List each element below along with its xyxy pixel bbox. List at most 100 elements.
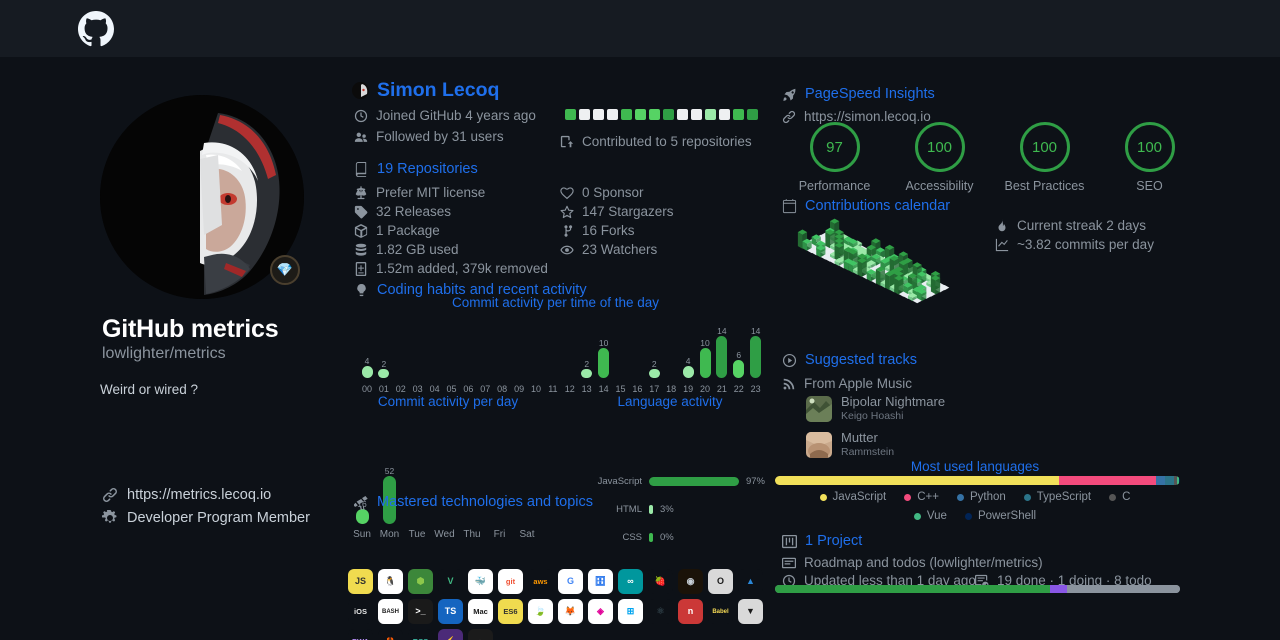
fork-icon [560,224,574,238]
hour-axis-label: 06 [463,384,474,394]
rust-icon[interactable]: 🦀 [378,629,403,640]
hour-axis-label: 03 [412,384,423,394]
calendar-label[interactable]: Contributions calendar [805,198,951,214]
npm-icon[interactable]: n [678,599,703,624]
typescript-icon[interactable]: TS [438,599,463,624]
language-legend-dot [819,493,827,501]
gem-badge: 💎 [270,255,300,285]
hour-axis-label: 17 [649,384,660,394]
coding-habits-link[interactable]: Coding habits and recent activity [354,282,587,298]
language-activity-row: HTML 3% [580,500,765,519]
storage-label: 1.82 GB used [376,242,459,257]
aws-icon[interactable]: aws [528,569,553,594]
opera-icon[interactable]: O [708,569,733,594]
ios-icon[interactable]: iOS [348,599,373,624]
pwa-icon[interactable]: PWA [348,629,373,640]
language-segment [1155,476,1166,485]
hour-bar-value: 2 [651,358,657,369]
contributed-row: Contributed to 5 repositories [560,134,752,149]
nuxt-icon[interactable]: ◐ [468,629,493,640]
project-board-icon [782,534,797,549]
github-icon[interactable]: ◉ [678,569,703,594]
right-column: PageSpeed Insights https://simon.lecoq.i… [770,57,1280,640]
diff-icon [354,261,368,276]
project-name-row: Roadmap and todos (lowlighter/metrics) [782,555,1043,570]
hour-axis-label: 11 [548,384,558,394]
git-icon[interactable]: git [498,569,523,594]
pagespeed-url-row[interactable]: https://simon.lecoq.io [782,109,931,124]
tracks-header[interactable]: Suggested tracks [782,352,917,368]
arduino-icon[interactable]: ∞ [618,569,643,594]
calendar-header[interactable]: Contributions calendar [782,198,950,214]
track-item[interactable]: Bipolar Nightmare Keigo Hoashi [806,394,945,422]
developer-program-row: Developer Program Member [102,510,310,526]
vercel-icon[interactable]: ▼ [738,599,763,624]
language-segment [775,476,1059,485]
repositories-link[interactable]: 19 Repositories [354,161,478,177]
clock-icon [354,109,368,123]
vue-icon[interactable]: V [438,569,463,594]
babel-icon[interactable]: Babel [708,599,733,624]
repositories-label[interactable]: 19 Repositories [377,161,478,177]
sponsors-row: 0 Sponsor [560,185,644,200]
project-counts-label: 19 done · 1 doing · 8 todo [997,573,1152,588]
linux-icon[interactable]: 🐧 [378,569,403,594]
database-icon[interactable]: 🗄 [588,569,613,594]
tracks-label[interactable]: Suggested tracks [805,352,918,368]
pagespeed-header[interactable]: PageSpeed Insights [782,86,935,102]
language-activity-percent: 3% [660,504,674,515]
technologies-header[interactable]: Mastered technologies and topics [354,494,593,510]
hour-bar: 14 [716,326,728,378]
windows-icon[interactable]: ⊞ [618,599,643,624]
google-icon[interactable]: G [558,569,583,594]
pagespeed-label[interactable]: PageSpeed Insights [805,86,935,102]
contribution-square [747,109,758,120]
hour-axis-label: 19 [683,384,694,394]
day-bar: 16 [355,500,369,524]
fastify-icon[interactable]: ⚡ [438,629,463,640]
hour-bar: 10 [699,338,711,378]
mongodb-icon[interactable]: 🍃 [528,599,553,624]
track-item[interactable]: Mutter Rammstein [806,430,894,458]
hour-axis-label: 15 [615,384,626,394]
mac-icon[interactable]: Mac [468,599,493,624]
hour-bar-fill [648,369,660,378]
docker-icon[interactable]: 🐳 [468,569,493,594]
language-legend-label: C++ [917,491,939,503]
javascript-icon[interactable]: JS [348,569,373,594]
github-octocat-logo[interactable] [78,11,114,47]
language-activity-row: JavaScript 97% [580,472,765,491]
es6-icon[interactable]: ES6 [498,599,523,624]
project-header[interactable]: 1 Project [782,533,862,549]
coding-habits-label[interactable]: Coding habits and recent activity [377,282,587,298]
electron-icon[interactable]: ⚛ [648,599,673,624]
technologies-label[interactable]: Mastered technologies and topics [377,494,594,510]
pagespeed-score: 100 [1019,122,1070,172]
hour-bar-value: 6 [736,349,742,360]
pagespeed-gauge: 97 Performance [782,122,887,193]
bash-icon[interactable]: BASH [378,599,403,624]
nodejs-icon[interactable]: ⬢ [408,569,433,594]
graphql-icon[interactable]: ◈ [588,599,613,624]
profile-name[interactable]: Simon Lecoq [377,79,500,101]
watchers-row: 23 Watchers [560,242,657,257]
language-activity-bar [649,533,653,542]
firefox-icon[interactable]: 🦊 [558,599,583,624]
raspberry-pi-icon[interactable]: 🍓 [648,569,673,594]
project-label[interactable]: 1 Project [805,533,863,549]
terminal-icon[interactable]: >_ [408,599,433,624]
telescope-icon [354,495,369,510]
rss-icon[interactable]: RSS [408,629,433,640]
website-row[interactable]: https://metrics.lecoq.io [102,487,271,503]
profile-name-row[interactable]: Simon Lecoq [352,79,499,102]
contribution-square [649,109,660,120]
contribution-square [691,109,702,120]
website-link[interactable]: https://metrics.lecoq.io [127,487,272,503]
azure-icon[interactable]: ▲ [738,569,763,594]
pagespeed-category: Performance [798,179,871,193]
developer-program-label: Developer Program Member [127,510,310,526]
language-activity-bar [649,505,653,514]
license-row: Prefer MIT license [354,185,485,200]
pagespeed-url[interactable]: https://simon.lecoq.io [804,109,931,124]
